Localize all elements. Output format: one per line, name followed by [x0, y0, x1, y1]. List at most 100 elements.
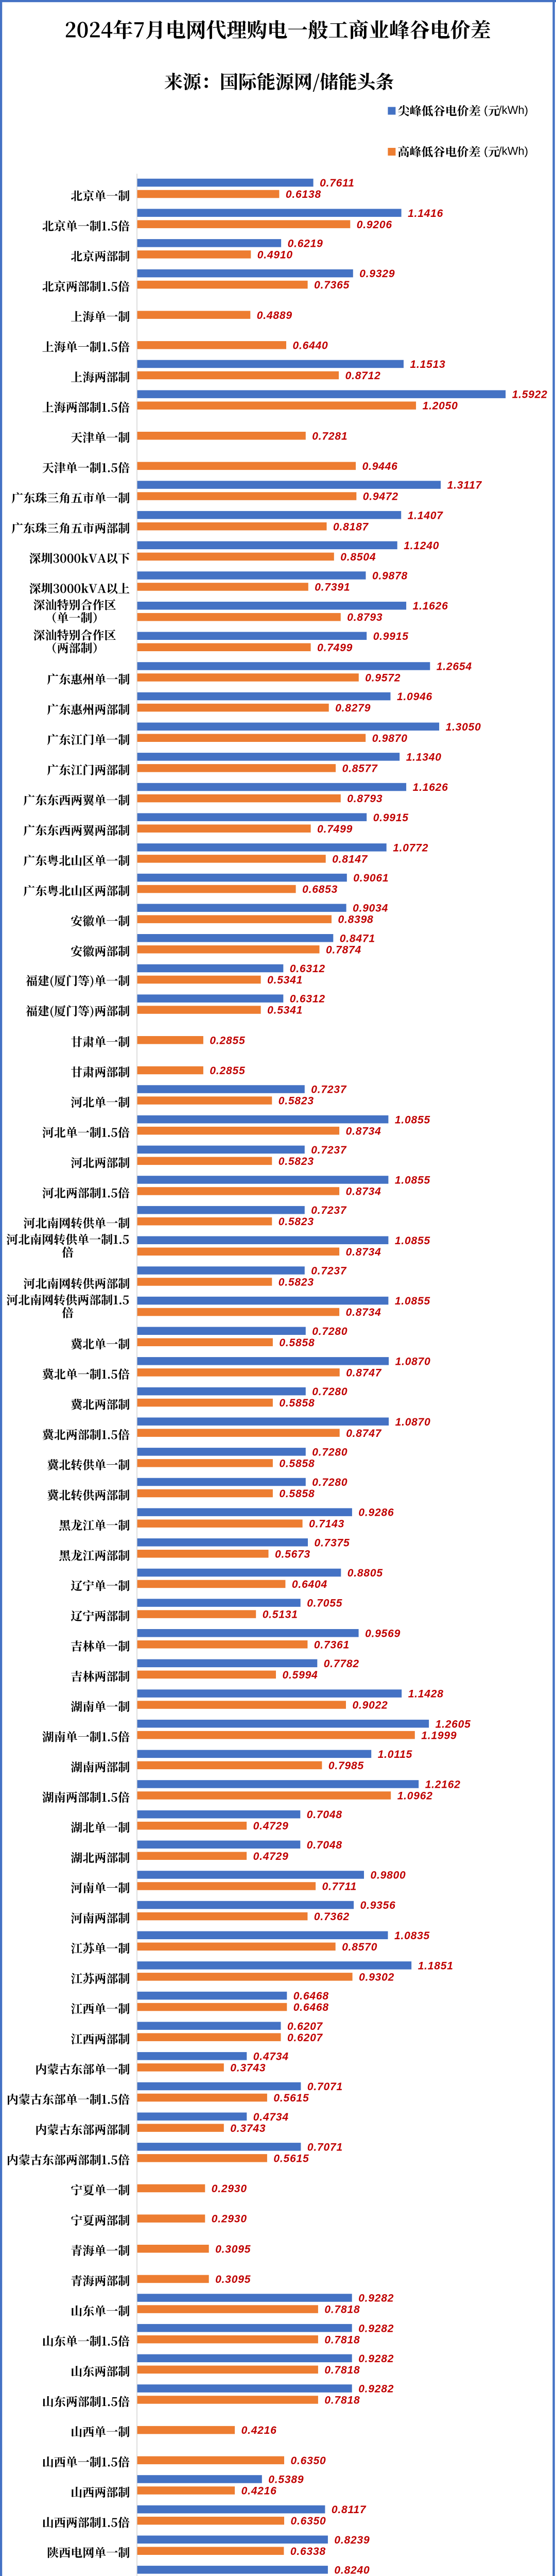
svg-text:0.8712: 0.8712	[345, 370, 381, 382]
svg-text:0.7375: 0.7375	[315, 1537, 350, 1549]
svg-text:0.9569: 0.9569	[365, 1628, 401, 1639]
svg-text:1.1416: 1.1416	[408, 208, 443, 219]
svg-text:0.7280: 0.7280	[312, 1446, 348, 1458]
svg-text:0.6207: 0.6207	[287, 2032, 323, 2044]
svg-text:0.8471: 0.8471	[340, 933, 375, 944]
svg-text:0.3743: 0.3743	[230, 2123, 266, 2134]
svg-text:0.6440: 0.6440	[293, 340, 328, 351]
svg-text:0.2855: 0.2855	[210, 1065, 245, 1077]
svg-text:0.9356: 0.9356	[360, 1900, 396, 1911]
svg-text:(: (	[484, 145, 488, 158]
svg-text:0.9915: 0.9915	[373, 812, 409, 824]
svg-text:1.1626: 1.1626	[413, 782, 448, 793]
svg-text:0.6312: 0.6312	[290, 993, 325, 1005]
svg-text:(: (	[484, 104, 488, 116]
svg-text:0.5858: 0.5858	[279, 1488, 315, 1500]
svg-text:0.9282: 0.9282	[358, 2293, 394, 2304]
svg-text:0.5858: 0.5858	[279, 1337, 315, 1349]
svg-text:0.6207: 0.6207	[287, 2021, 323, 2032]
svg-text:0.4729: 0.4729	[253, 1820, 289, 1832]
svg-text:0.8577: 0.8577	[342, 763, 378, 775]
svg-text:0.2855: 0.2855	[210, 1035, 245, 1046]
svg-text:0.5823: 0.5823	[279, 1156, 314, 1167]
svg-text:/kWh): /kWh)	[499, 104, 528, 116]
svg-text:0.7280: 0.7280	[312, 1326, 348, 1337]
svg-text:0.5823: 0.5823	[279, 1095, 314, 1107]
svg-text:0.5994: 0.5994	[283, 1669, 318, 1681]
svg-text:0.8570: 0.8570	[342, 1941, 377, 1953]
svg-text:0.7985: 0.7985	[328, 1760, 364, 1772]
svg-text:0.5389: 0.5389	[268, 2474, 304, 2486]
svg-text:0.7048: 0.7048	[307, 1809, 342, 1821]
svg-text:1.1240: 1.1240	[404, 540, 439, 552]
svg-text:0.7281: 0.7281	[312, 430, 348, 442]
svg-text:0.3095: 0.3095	[215, 2274, 251, 2285]
svg-text:0.3743: 0.3743	[230, 2062, 266, 2074]
svg-text:0.6350: 0.6350	[291, 2455, 326, 2467]
svg-text:0.8793: 0.8793	[347, 612, 383, 623]
svg-text:0.9446: 0.9446	[362, 461, 398, 472]
svg-text:0.7280: 0.7280	[312, 1386, 348, 1398]
svg-text:0.4216: 0.4216	[241, 2425, 277, 2436]
svg-text:0.9282: 0.9282	[358, 2323, 394, 2334]
svg-text:0.7818: 0.7818	[324, 2334, 360, 2346]
svg-text:1.2162: 1.2162	[425, 1779, 461, 1791]
svg-text:0.9915: 0.9915	[373, 631, 409, 642]
svg-text:0.5341: 0.5341	[267, 1005, 303, 1016]
svg-text:1.0855: 1.0855	[395, 1114, 430, 1126]
svg-text:0.5673: 0.5673	[275, 1548, 310, 1560]
svg-text:0.9302: 0.9302	[359, 1972, 394, 1984]
svg-text:0.9022: 0.9022	[353, 1700, 388, 1711]
svg-text:0.9800: 0.9800	[371, 1870, 406, 1882]
svg-text:1.0835: 1.0835	[394, 1930, 430, 1942]
svg-text:0.7874: 0.7874	[326, 944, 361, 956]
svg-text:1.0962: 1.0962	[397, 1790, 433, 1802]
svg-text:0.8747: 0.8747	[346, 1367, 382, 1379]
svg-text:0.7818: 0.7818	[324, 2304, 360, 2316]
svg-text:0.8734: 0.8734	[346, 1307, 381, 1318]
svg-text:1.1428: 1.1428	[408, 1688, 444, 1700]
svg-text:0.7055: 0.7055	[307, 1598, 342, 1609]
svg-text:0.8147: 0.8147	[332, 853, 368, 865]
svg-text:0.7280: 0.7280	[312, 1477, 348, 1488]
svg-text:1.2605: 1.2605	[436, 1718, 471, 1730]
svg-text:0.5131: 0.5131	[263, 1609, 298, 1621]
svg-text:0.8187: 0.8187	[333, 521, 369, 533]
svg-text:0.6468: 0.6468	[293, 2002, 329, 2013]
svg-text:0.9472: 0.9472	[363, 491, 398, 503]
svg-text:0.7071: 0.7071	[307, 2141, 343, 2153]
svg-text:0.7365: 0.7365	[314, 279, 350, 291]
svg-text:0.6312: 0.6312	[290, 963, 325, 975]
svg-text:0.5858: 0.5858	[279, 1397, 315, 1409]
svg-text:1.1851: 1.1851	[418, 1960, 454, 1972]
svg-text:0.8734: 0.8734	[346, 1125, 381, 1137]
svg-text:0.7048: 0.7048	[307, 1839, 342, 1851]
svg-text:0.4734: 0.4734	[253, 2050, 289, 2062]
svg-text:0.8398: 0.8398	[338, 914, 374, 926]
svg-text:0.4216: 0.4216	[241, 2485, 277, 2497]
svg-text:0.8279: 0.8279	[335, 702, 371, 714]
svg-text:/kWh): /kWh)	[499, 145, 528, 158]
svg-text:1.1999: 1.1999	[421, 1730, 457, 1741]
svg-text:0.5823: 0.5823	[279, 1216, 314, 1228]
svg-text:0.6404: 0.6404	[292, 1579, 327, 1590]
svg-text:0.5615: 0.5615	[273, 2153, 309, 2164]
svg-text:1.1513: 1.1513	[410, 359, 446, 370]
svg-text:0.8805: 0.8805	[348, 1567, 383, 1579]
svg-text:0.8504: 0.8504	[340, 551, 376, 563]
svg-text:0.7499: 0.7499	[317, 642, 353, 654]
svg-text:0.9286: 0.9286	[358, 1507, 394, 1519]
svg-text:0.7237: 0.7237	[311, 1205, 347, 1216]
svg-text:0.7782: 0.7782	[324, 1658, 359, 1670]
svg-text:0.7818: 0.7818	[324, 2395, 360, 2406]
svg-text:0.4734: 0.4734	[253, 2111, 289, 2123]
svg-text:0.7711: 0.7711	[322, 1881, 357, 1893]
svg-text:0.9206: 0.9206	[357, 219, 392, 231]
svg-text:0.7499: 0.7499	[317, 823, 353, 835]
svg-text:0.7818: 0.7818	[324, 2364, 360, 2376]
svg-text:0.6219: 0.6219	[288, 238, 323, 250]
svg-text:1.0115: 1.0115	[378, 1749, 412, 1760]
svg-text:1.0772: 1.0772	[393, 842, 428, 854]
svg-text:1.1407: 1.1407	[408, 510, 444, 521]
svg-text:0.7237: 0.7237	[311, 1265, 347, 1277]
